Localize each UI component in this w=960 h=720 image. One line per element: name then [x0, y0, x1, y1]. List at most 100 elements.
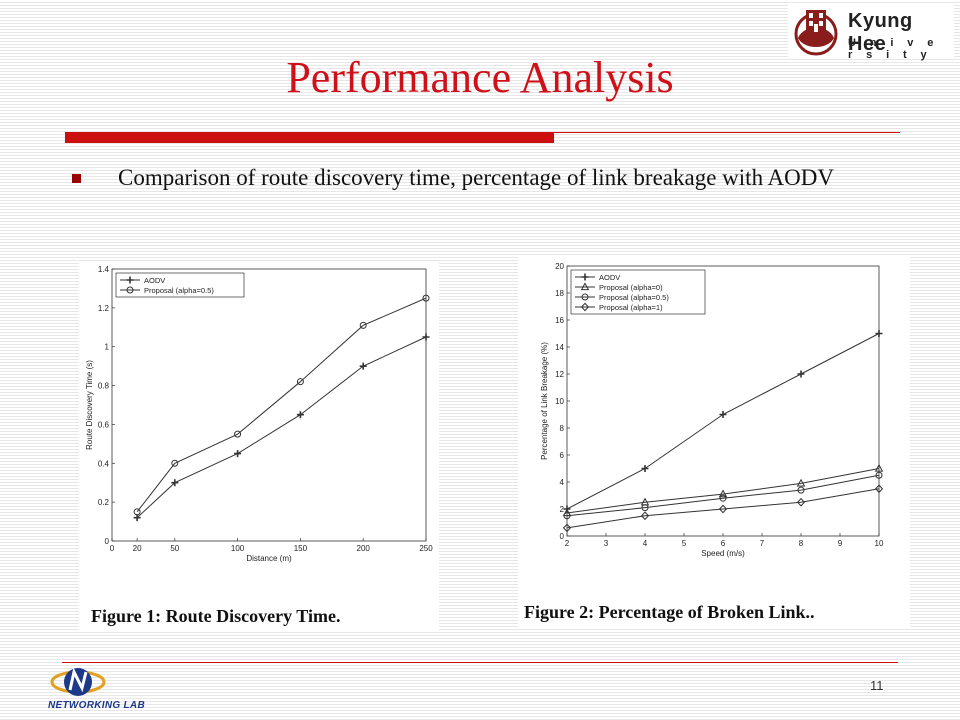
y-tick-label: 0.4 [98, 459, 110, 468]
plot-frame [111, 268, 427, 542]
footer-rule [62, 662, 898, 663]
data-point [359, 362, 367, 370]
kyung-hee-university-logo: Kyung Hee U n i v e r s i t y [788, 4, 954, 61]
y-tick-label: 0.8 [98, 382, 110, 391]
data-point [875, 471, 883, 479]
x-axis-label: Speed (m/s) [701, 549, 745, 558]
data-point [874, 463, 884, 472]
legend-entry: Proposal (alpha=0) [575, 282, 663, 292]
series-line [566, 333, 880, 510]
series-line [136, 297, 427, 513]
x-tick-label: 200 [357, 544, 371, 553]
y-tick-label: 1.4 [98, 265, 110, 274]
data-point [359, 321, 367, 329]
series-proposal-alpha-0-5- [563, 471, 883, 520]
y-tick-label: 0 [560, 532, 565, 541]
y-tick-label: 12 [555, 370, 564, 379]
slide-title: Performance Analysis [286, 53, 674, 102]
data-point [580, 302, 590, 312]
figure-caption: Figure 1: Route Discovery Time. [91, 606, 341, 626]
series-line [566, 474, 880, 517]
x-tick-label: 20 [133, 544, 142, 553]
data-point [796, 478, 806, 487]
legend-entry: Proposal (alpha=1) [575, 302, 663, 312]
data-point [875, 330, 883, 337]
y-tick-label: 0.2 [98, 498, 110, 507]
series-line [136, 336, 427, 519]
x-tick-label: 150 [294, 544, 308, 553]
data-point [581, 293, 589, 301]
legend-label: Proposal (alpha=0.5) [144, 286, 214, 295]
data-point [296, 378, 304, 386]
x-tick-label: 3 [604, 539, 609, 548]
data-point [641, 504, 649, 512]
figure-link-breakage: 2 3 4 5 6 7 8 9 10 0 2 4 6 8 10 12 14 16 18 20 Speed (m/s) Pe… [518, 256, 910, 628]
data-point [234, 450, 242, 458]
series-aodv [133, 333, 430, 522]
y-tick-label: 10 [555, 397, 564, 406]
series-aodv [563, 330, 883, 513]
networking-lab-emblem-icon [50, 667, 106, 696]
bullet-text: Comparison of route discovery time, perc… [118, 165, 834, 190]
y-tick-label: 6 [560, 451, 565, 460]
data-point [640, 511, 650, 521]
legend-entry: AODV [120, 276, 165, 285]
data-point [133, 508, 141, 516]
y-tick-label: 0.6 [98, 420, 110, 429]
legend-label: AODV [599, 273, 620, 282]
x-tick-label: 100 [231, 544, 245, 553]
x-tick-label: 2 [565, 539, 570, 548]
legend-entry: AODV [575, 273, 620, 282]
series-line [566, 468, 880, 514]
x-tick-label: 6 [721, 539, 726, 548]
series-line [566, 488, 880, 529]
data-point [563, 512, 571, 520]
y-tick-label: 20 [555, 262, 564, 271]
kyung-hee-emblem-icon [794, 10, 838, 56]
title-underline-thick [65, 132, 554, 143]
lab-name: NETWORKING LAB [48, 700, 145, 711]
data-point [126, 276, 134, 284]
y-tick-label: 18 [555, 289, 564, 298]
x-tick-label: 4 [643, 539, 648, 548]
y-tick-label: 0 [105, 537, 110, 546]
data-point [796, 497, 806, 507]
data-point [296, 411, 304, 419]
y-tick-label: 16 [555, 316, 564, 325]
page-number: 11 [870, 678, 884, 693]
x-tick-label: 10 [875, 539, 884, 548]
y-tick-label: 2 [560, 505, 565, 514]
x-tick-label: 9 [838, 539, 843, 548]
x-tick-label: 5 [682, 539, 687, 548]
data-point [641, 465, 649, 472]
x-tick-label: 250 [419, 544, 433, 553]
data-point [234, 430, 242, 438]
legend-entry: Proposal (alpha=0.5) [120, 286, 214, 295]
data-point [171, 479, 179, 487]
data-point [719, 494, 727, 502]
legend-entry: Proposal (alpha=0.5) [575, 293, 669, 302]
title-underline-thin [554, 132, 900, 133]
route-discovery-chart: 0 20 50 100 150 200 250 0 0.2 0.4 0.6 0.8 1 1.2 1.4 Dis… [85, 265, 433, 563]
data-point [422, 333, 430, 341]
data-point [718, 489, 728, 498]
y-axis-label: Percentage of Link Breakage (%) [540, 342, 549, 460]
data-point [580, 282, 590, 291]
networking-lab-logo: NETWORKING LAB [48, 662, 158, 718]
data-point [126, 286, 134, 294]
legend-label: Proposal (alpha=0.5) [599, 293, 669, 302]
university-name: Kyung Hee [848, 10, 913, 55]
y-axis-label: Route Discovery Time (s) [85, 360, 94, 450]
legend-box [115, 272, 245, 298]
data-point [797, 486, 805, 494]
data-point [581, 273, 589, 281]
y-tick-label: 8 [560, 424, 565, 433]
x-tick-label: 7 [760, 539, 765, 548]
y-tick-label: 1 [105, 343, 110, 352]
figure-caption: Figure 2: Percentage of Broken Link.. [524, 602, 815, 622]
data-point [562, 523, 572, 533]
legend-label: Proposal (alpha=1) [599, 303, 663, 312]
data-point [719, 411, 727, 418]
data-point [718, 504, 728, 514]
